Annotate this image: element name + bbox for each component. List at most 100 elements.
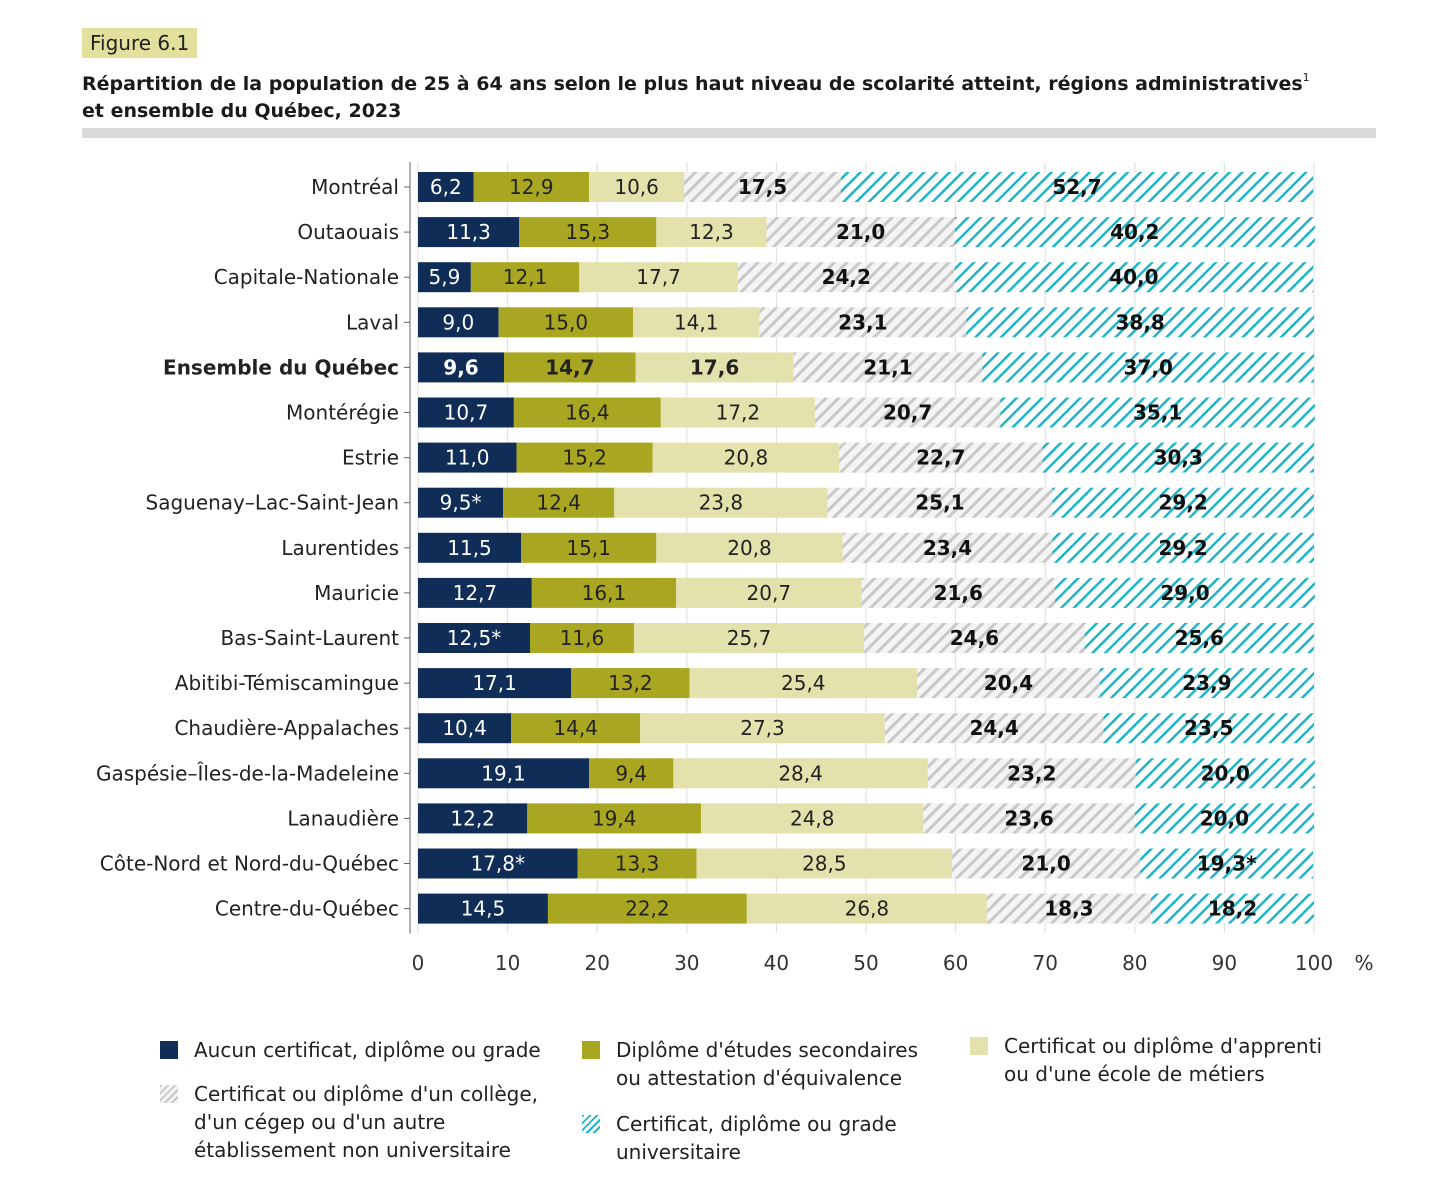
category-label: Laval [346, 310, 399, 334]
data-label-apprentice: 24,8 [790, 806, 835, 830]
legend-label-none: Aucun certificat, diplôme ou grade [194, 1038, 541, 1062]
data-label-none: 9,0 [442, 310, 474, 334]
data-label-apprentice: 25,7 [727, 626, 772, 650]
bar-segment-university [954, 217, 1315, 248]
bar-segment-apprentice [676, 577, 862, 608]
bar-segment-secondary [473, 172, 590, 202]
category-label: Laurentides [281, 536, 399, 560]
bar-segment-apprentice [633, 307, 760, 338]
legend-swatch-apprentice [970, 1037, 988, 1055]
bar-segment-none [418, 848, 578, 879]
data-label-college: 22,7 [916, 446, 965, 470]
bar-segment-none [418, 668, 572, 699]
bar-segment-college [927, 758, 1136, 789]
data-label-none: 19,1 [481, 761, 526, 785]
data-label-university: 52,7 [1052, 175, 1101, 199]
legend-label-secondary: Diplôme d'études secondaires ou attestat… [616, 1038, 919, 1090]
data-label-apprentice: 20,8 [724, 446, 769, 470]
data-label-apprentice: 17,2 [716, 401, 761, 425]
bar-segment-secondary [503, 487, 615, 518]
data-label-apprentice: 17,6 [690, 355, 739, 379]
bar-segment-none [418, 713, 512, 744]
data-label-secondary: 11,6 [560, 626, 605, 650]
data-label-university: 30,3 [1154, 446, 1203, 470]
bar-segment-apprentice [746, 893, 987, 924]
data-label-university: 23,5 [1184, 716, 1233, 740]
bar-segment-secondary [589, 758, 674, 789]
data-label-university: 20,0 [1200, 806, 1249, 830]
category-label: Côte-Nord et Nord-du-Québec [100, 852, 399, 876]
legend-item-apprentice: Certificat ou diplôme d'apprenti ou d'un… [970, 1032, 1322, 1088]
bar-segment-university [1052, 487, 1314, 518]
bar-segment-university [1103, 713, 1314, 744]
bar-segment-university [982, 352, 1314, 383]
bar-segment-college [917, 668, 1100, 699]
category-label: Mauricie [314, 581, 399, 605]
bar-segment-college [827, 487, 1053, 518]
legend-item-university: Certificat, diplôme ou grade universitai… [582, 1110, 897, 1166]
data-label-university: 29,2 [1159, 536, 1208, 560]
x-tick-label: 80 [1122, 951, 1147, 975]
x-tick-label: 20 [584, 951, 609, 975]
bar-segment-none [418, 893, 548, 924]
data-label-secondary: 12,1 [503, 265, 548, 289]
data-label-university: 19,3* [1197, 852, 1257, 876]
data-label-secondary: 19,4 [592, 806, 637, 830]
bar-segment-none [418, 262, 471, 293]
legend: Aucun certificat, diplôme ou grade Diplô… [160, 1034, 1360, 1176]
bar-segment-apprentice [633, 623, 865, 653]
bar-segment-none [418, 577, 532, 608]
data-label-apprentice: 26,8 [845, 897, 890, 921]
data-label-none: 11,0 [445, 446, 490, 470]
legend-label-university: Certificat, diplôme ou grade universitai… [616, 1112, 897, 1164]
category-label: Capitale-Nationale [214, 265, 399, 289]
category-label: Ensemble du Québec [163, 355, 399, 379]
data-label-apprentice: 27,3 [740, 716, 785, 740]
data-label-secondary: 14,7 [545, 355, 594, 379]
x-tick-label: 40 [764, 951, 789, 975]
category-label: Abitibi-Témiscamingue [175, 671, 399, 695]
category-label: Saguenay–Lac-Saint-Jean [146, 491, 400, 515]
bar-segment-university [966, 307, 1314, 338]
bar-segment-secondary [521, 532, 657, 563]
x-axis-unit-label: % [1354, 951, 1373, 975]
data-label-college: 24,2 [822, 265, 871, 289]
bar-segment-college [684, 172, 841, 202]
title-divider [82, 128, 1376, 138]
data-label-secondary: 12,9 [509, 175, 554, 199]
data-label-college: 23,4 [923, 536, 972, 560]
legend-item-college: Certificat ou diplôme d'un collège, d'un… [160, 1080, 538, 1164]
data-label-none: 11,3 [446, 220, 491, 244]
data-label-apprentice: 12,3 [689, 220, 734, 244]
chart-title-line2: et ensemble du Québec, 2023 [82, 100, 402, 122]
bar-segment-college [884, 713, 1104, 744]
stacked-bar-chart: 6,2 12,9 10,6 17,5 52,7 11,3 15,3 12,3 21,0 40,2 5… [96, 162, 1374, 975]
legend-label-college: Certificat ou diplôme d'un collège, d'un… [194, 1082, 539, 1162]
bar-segment-secondary [527, 803, 702, 834]
bar-segment-secondary [547, 893, 747, 924]
x-tick-label: 60 [943, 951, 968, 975]
bar-segment-none [418, 307, 499, 338]
bar-segment-secondary [531, 577, 677, 608]
data-label-secondary: 12,4 [536, 491, 581, 515]
bar-segment-secondary [530, 623, 634, 653]
bar-segment-university [1150, 893, 1314, 924]
bar-segment-apprentice [689, 668, 918, 699]
bar-segment-none [418, 532, 522, 563]
data-label-secondary: 22,2 [625, 897, 670, 921]
bar-segment-apprentice [673, 758, 928, 789]
data-label-college: 21,0 [1021, 852, 1070, 876]
bar-segment-college [793, 352, 983, 383]
chart-title: Répartition de la population de 25 à 64 … [82, 64, 1382, 125]
data-label-secondary: 14,4 [553, 716, 598, 740]
data-label-college: 20,7 [883, 401, 932, 425]
category-label: Bas-Saint-Laurent [220, 626, 399, 650]
x-tick-label: 70 [1032, 951, 1057, 975]
data-label-apprentice: 17,7 [636, 265, 681, 289]
data-label-none: 14,5 [461, 897, 506, 921]
bar-segment-university [1052, 532, 1314, 563]
legend-item-secondary: Diplôme d'études secondaires ou attestat… [582, 1036, 918, 1092]
data-label-college: 24,4 [969, 716, 1018, 740]
bar-segment-secondary [513, 397, 661, 428]
bars: 6,2 12,9 10,6 17,5 52,7 11,3 15,3 12,3 21,0 40,2 5… [418, 172, 1315, 924]
